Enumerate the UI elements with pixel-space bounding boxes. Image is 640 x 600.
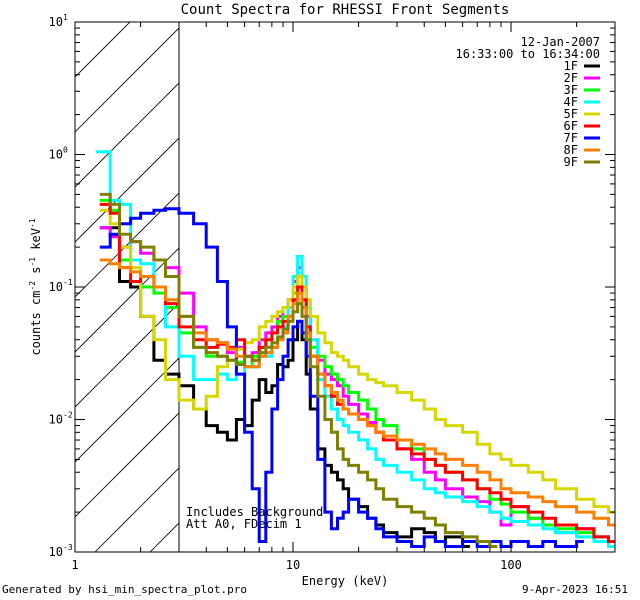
legend-label: 2F <box>564 71 578 85</box>
y-tick-label: 10-1 <box>49 278 73 294</box>
y-tick-base: 10 <box>49 413 63 427</box>
hatch-line <box>75 27 180 133</box>
y-tick-exponent: -3 <box>63 543 73 552</box>
hatch-line <box>75 82 180 188</box>
y-tick-label: 100 <box>49 146 68 162</box>
series-group <box>96 150 615 548</box>
timestamp: 9-Apr-2023 16:51 <box>522 583 628 596</box>
x-axis-label: Energy (keV) <box>302 574 389 588</box>
hatch-line <box>75 412 180 518</box>
generated-by: Generated by hsi_min_spectra_plot.pro <box>2 583 248 596</box>
y-tick-base: 10 <box>49 148 63 162</box>
y-tick-base: 10 <box>49 15 63 29</box>
legend-label: 8F <box>564 143 578 157</box>
legend-label: 9F <box>564 155 578 169</box>
x-axis: 1 10 100 <box>71 22 616 572</box>
y-tick-exponent: 0 <box>63 146 68 155</box>
y-axis-label-part: s <box>29 267 43 281</box>
y-axis-label-part: keV <box>29 228 43 257</box>
y-tick-label: 10-3 <box>49 543 73 559</box>
y-axis-label-exponent: -2 <box>28 281 37 291</box>
y-tick-base: 10 <box>49 545 63 559</box>
y-tick-exponent: -1 <box>63 278 73 287</box>
y-axis-label-part: counts cm <box>29 291 43 356</box>
y-tick-base: 10 <box>49 280 63 294</box>
chart-title: Count Spectra for RHESSI Front Segments <box>181 2 510 18</box>
legend-label: 3F <box>564 83 578 97</box>
y-tick-label: 10-2 <box>49 411 73 427</box>
date-label: 12-Jan-2007 <box>521 35 600 49</box>
legend-label: 7F <box>564 131 578 145</box>
x-tick-label: 100 <box>500 558 522 572</box>
legend-label: 5F <box>564 107 578 121</box>
legend-label: 1F <box>564 59 578 73</box>
series-line-5F <box>99 208 615 514</box>
legend-label: 6F <box>564 119 578 133</box>
x-tick-label: 1 <box>71 558 78 572</box>
y-axis-label: counts cm-2 s-1 keV-1 <box>28 218 43 355</box>
annotation-background: Includes Background <box>186 505 323 519</box>
y-axis-label-exponent: -1 <box>28 218 37 228</box>
x-tick-label: 10 <box>286 558 300 572</box>
series-line-7F <box>99 207 584 548</box>
annotation-attenuator: Att A0, FDecim 1 <box>186 517 302 531</box>
series-line-4F <box>96 150 615 548</box>
y-tick-label: 101 <box>49 13 68 29</box>
y-tick-exponent: -2 <box>63 411 73 420</box>
y-axis-label-exponent: -1 <box>28 257 37 267</box>
time-range-label: 16:33:00 to 16:34:00 <box>456 47 601 61</box>
y-tick-exponent: 1 <box>63 13 68 22</box>
legend-label: 4F <box>564 95 578 109</box>
series-line-9F <box>99 192 498 548</box>
